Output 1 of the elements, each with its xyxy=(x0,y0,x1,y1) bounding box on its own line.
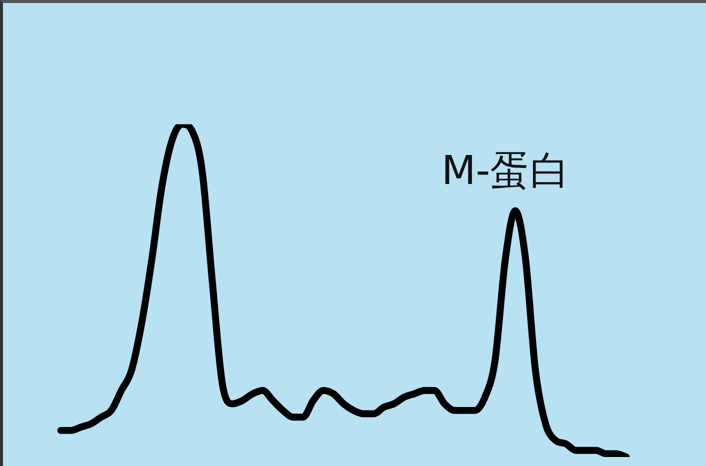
annotation: M-蛋白 xyxy=(441,148,570,194)
